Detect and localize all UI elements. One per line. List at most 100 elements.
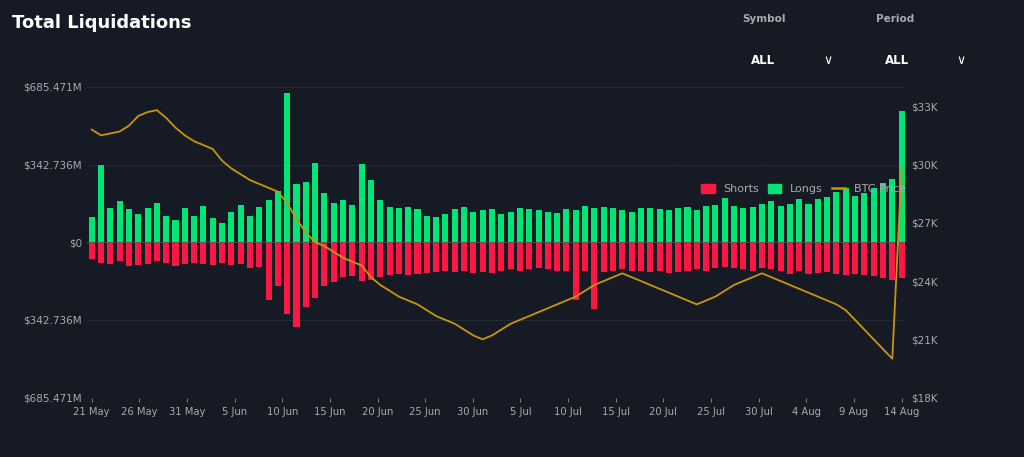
Bar [228, 242, 234, 265]
Bar [629, 242, 635, 271]
Bar [479, 242, 485, 271]
Bar [861, 242, 867, 275]
Bar [163, 242, 169, 263]
Bar [135, 242, 141, 265]
Bar [870, 188, 877, 242]
Bar [415, 242, 421, 274]
Bar [563, 209, 569, 242]
Bar [508, 242, 514, 270]
Bar [713, 205, 719, 242]
Bar [499, 242, 505, 271]
Bar [191, 216, 198, 242]
Bar [489, 242, 495, 273]
Bar [349, 205, 355, 242]
Bar [424, 242, 430, 273]
Bar [322, 193, 328, 242]
Legend: Shorts, Longs, BTC Price: Shorts, Longs, BTC Price [697, 179, 911, 198]
Bar [768, 242, 774, 270]
Bar [620, 242, 626, 270]
Bar [98, 165, 104, 242]
Bar [108, 208, 114, 242]
Bar [377, 242, 383, 277]
Bar [880, 183, 886, 242]
Bar [499, 214, 505, 242]
Bar [265, 242, 271, 300]
Bar [899, 111, 904, 242]
Text: ALL: ALL [752, 54, 775, 67]
Bar [694, 242, 699, 270]
Bar [629, 212, 635, 242]
Bar [163, 216, 169, 242]
Bar [144, 208, 151, 242]
Bar [489, 209, 495, 242]
Bar [322, 242, 328, 287]
Bar [154, 202, 160, 242]
Bar [256, 242, 262, 267]
Bar [312, 242, 318, 298]
Bar [285, 242, 290, 314]
Bar [656, 242, 663, 271]
Bar [461, 207, 467, 242]
Bar [89, 217, 94, 242]
Bar [620, 211, 626, 242]
Bar [694, 211, 699, 242]
Bar [797, 242, 802, 271]
Bar [294, 242, 300, 327]
Bar [852, 196, 858, 242]
Bar [601, 207, 606, 242]
Text: Period: Period [876, 14, 913, 24]
Bar [452, 242, 458, 271]
Bar [228, 212, 234, 242]
Bar [852, 242, 858, 274]
Bar [610, 242, 616, 271]
Bar [247, 242, 253, 268]
Bar [396, 242, 401, 274]
Bar [740, 208, 746, 242]
Bar [294, 185, 300, 242]
Bar [889, 242, 895, 280]
Bar [247, 216, 253, 242]
Bar [601, 242, 606, 271]
Bar [406, 242, 412, 275]
Bar [806, 242, 812, 274]
Bar [713, 242, 719, 268]
Bar [797, 199, 802, 242]
Bar [582, 206, 588, 242]
Bar [768, 202, 774, 242]
Bar [684, 207, 690, 242]
Bar [89, 242, 94, 259]
Bar [536, 242, 542, 268]
Bar [843, 242, 849, 275]
Bar [750, 207, 756, 242]
Bar [368, 242, 374, 280]
Bar [731, 242, 737, 268]
Bar [433, 217, 439, 242]
Text: ALL: ALL [885, 54, 908, 67]
Bar [899, 242, 904, 278]
Bar [274, 191, 281, 242]
Bar [238, 242, 244, 264]
Bar [545, 212, 551, 242]
Bar [117, 202, 123, 242]
Bar [303, 242, 309, 307]
Bar [219, 242, 225, 263]
Bar [582, 242, 588, 271]
Bar [396, 208, 401, 242]
Bar [274, 242, 281, 287]
Bar [777, 242, 783, 271]
Bar [834, 242, 840, 274]
Text: Symbol: Symbol [742, 14, 785, 24]
Bar [666, 242, 672, 273]
Bar [191, 242, 198, 263]
Bar [182, 208, 187, 242]
Bar [303, 182, 309, 242]
Bar [358, 164, 365, 242]
Bar [433, 242, 439, 271]
Bar [517, 208, 523, 242]
Bar [470, 242, 476, 273]
Bar [592, 208, 597, 242]
Bar [786, 204, 793, 242]
Bar [759, 242, 765, 268]
Bar [554, 213, 560, 242]
Bar [703, 206, 710, 242]
